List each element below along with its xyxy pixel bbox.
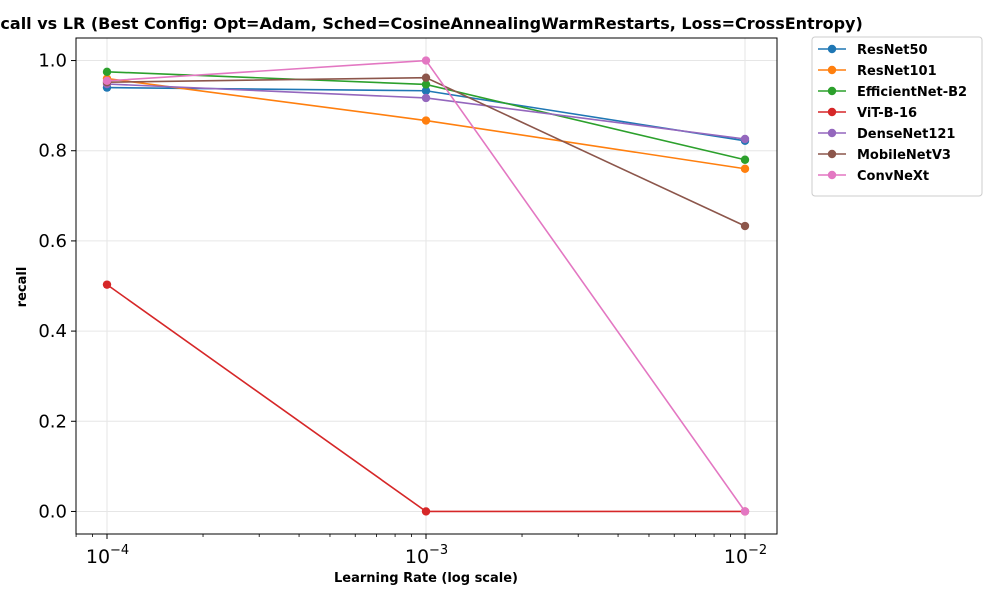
legend-swatch-marker (827, 65, 837, 75)
y-tick-label: 0.2 (38, 411, 67, 432)
data-point (740, 155, 750, 164)
data-point (102, 76, 112, 86)
legend-swatch-marker (827, 86, 837, 96)
y-tick-label: 1.0 (38, 51, 67, 72)
legend-item: DenseNet121 (818, 127, 955, 142)
legend-label: EfficientNet-B2 (857, 85, 967, 100)
series-efficientnet-b2 (102, 67, 750, 164)
series-layer (102, 56, 750, 516)
x-tick-label-base: 10 (405, 546, 429, 568)
x-tick-label-base: 10 (724, 546, 748, 568)
data-point (740, 164, 750, 173)
x-tick-label-exponent: −4 (110, 543, 129, 558)
data-point (421, 56, 431, 65)
y-tick-label: 0.6 (38, 231, 67, 252)
legend-label: ViT-B-16 (857, 106, 917, 121)
y-axis-label: recall (15, 267, 30, 308)
data-point (421, 93, 431, 103)
data-point (102, 67, 112, 77)
x-axis-label: Learning Rate (log scale) (334, 571, 518, 586)
data-point (421, 116, 431, 125)
legend: ResNet50 ResNet101 EfficientNet-B2 ViT-B-16… (811, 36, 983, 197)
data-point (421, 86, 431, 95)
data-point (421, 507, 431, 516)
legend-label: ConvNeXt (857, 169, 929, 184)
legend-label: DenseNet121 (857, 127, 955, 142)
legend-swatch-marker (827, 107, 837, 117)
legend-box (811, 36, 983, 197)
grid (76, 38, 777, 534)
x-tick-label: 10 −2 (724, 543, 767, 568)
legend-label: ResNet50 (857, 43, 928, 58)
x-tick-label-exponent: −3 (429, 543, 448, 558)
y-tick-label: 0.8 (38, 141, 67, 162)
axes: 0.00.20.40.60.81.010 −4 10 −3 10 −2 (38, 51, 767, 568)
legend-swatch-marker (827, 149, 837, 159)
data-point (421, 73, 431, 82)
x-tick-label: 10 −3 (405, 543, 448, 568)
legend-swatch-marker (827, 44, 837, 54)
data-point (740, 221, 750, 231)
legend-label: ResNet101 (857, 64, 937, 79)
y-tick-label: 0.4 (38, 321, 67, 342)
legend-swatch-marker (827, 170, 837, 180)
x-tick-label-exponent: −2 (748, 543, 767, 558)
y-tick-label: 0.0 (38, 501, 67, 522)
x-tick-label-base: 10 (86, 546, 110, 568)
chart-title: Recall vs LR (Best Config: Opt=Adam, Sch… (0, 14, 863, 33)
legend-item: MobileNetV3 (818, 148, 951, 163)
data-point (740, 507, 750, 516)
legend-item: ResNet50 (818, 43, 928, 58)
data-point (740, 134, 750, 144)
x-tick-label: 10 −4 (86, 543, 129, 568)
series-convnext (102, 56, 750, 516)
legend-item: ResNet101 (818, 64, 937, 79)
legend-item: EfficientNet-B2 (818, 85, 967, 100)
data-point (102, 280, 112, 289)
legend-label: MobileNetV3 (857, 148, 951, 163)
legend-item: ViT-B-16 (818, 106, 917, 121)
legend-item: ConvNeXt (818, 169, 929, 184)
data-point (421, 80, 431, 89)
legend-swatch-marker (827, 128, 837, 138)
